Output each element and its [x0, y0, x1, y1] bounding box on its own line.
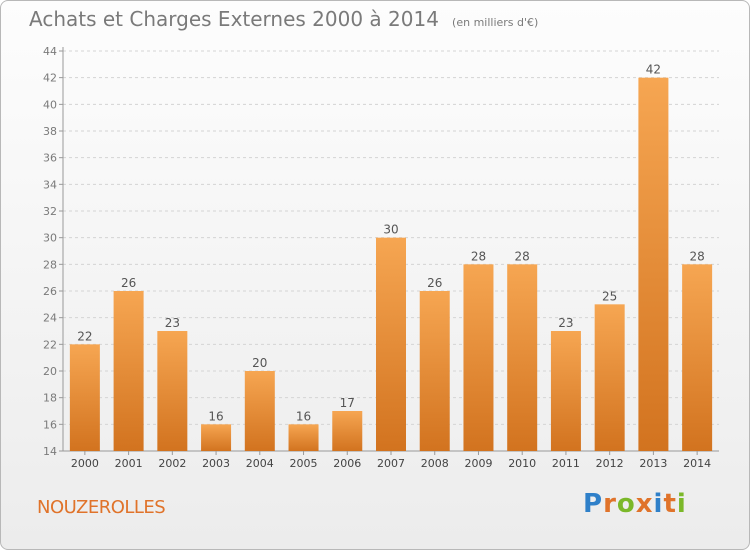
logo-letter: i [676, 489, 687, 519]
x-tick-label: 2011 [552, 457, 580, 470]
data-label: 23 [558, 316, 573, 330]
bar [157, 331, 188, 451]
logo-letter: r [603, 489, 617, 519]
data-label: 23 [165, 316, 180, 330]
y-tick-label: 44 [43, 45, 57, 58]
y-tick-label: 24 [43, 312, 57, 325]
data-label: 16 [296, 409, 311, 423]
x-tick-label: 2004 [246, 457, 274, 470]
logo-letter: i [653, 489, 664, 519]
chart-subtitle: (en milliers d'€) [452, 16, 539, 29]
x-tick-label: 2003 [202, 457, 230, 470]
proxiti-logo[interactable]: Proxiti [583, 489, 687, 519]
x-tick-label: 2002 [158, 457, 186, 470]
x-tick-label: 2006 [333, 457, 361, 470]
data-label: 42 [646, 63, 661, 77]
y-tick-label: 36 [43, 152, 57, 165]
data-label: 25 [602, 289, 617, 303]
x-tick-label: 2001 [115, 457, 143, 470]
data-label: 22 [77, 329, 92, 343]
data-label: 16 [208, 409, 223, 423]
x-tick-label: 2014 [683, 457, 711, 470]
y-tick-label: 34 [43, 178, 57, 191]
data-label: 28 [471, 249, 486, 263]
y-tick-label: 20 [43, 365, 57, 378]
bars: 22 26 23 16 20 16 17 30 26 28 28 23 25 42 28 [69, 63, 713, 452]
x-tick-label: 2012 [596, 457, 624, 470]
y-tick-label: 16 [43, 418, 57, 431]
y-tick-label: 22 [43, 338, 57, 351]
data-label: 28 [515, 249, 530, 263]
bar [332, 411, 363, 451]
y-tick-label: 26 [43, 285, 57, 298]
logo-letter: x [635, 489, 654, 519]
x-tick-label: 2007 [377, 457, 405, 470]
y-tick-label: 14 [43, 445, 57, 458]
logo-letter: P [583, 489, 604, 519]
bar [201, 424, 232, 451]
bar [638, 77, 669, 452]
bar [113, 291, 144, 451]
x-tick-label: 2008 [421, 457, 449, 470]
bar [594, 304, 625, 451]
data-label: 30 [383, 223, 398, 237]
data-label: 28 [689, 249, 704, 263]
bar [69, 344, 100, 451]
bar [507, 264, 538, 451]
bar [463, 264, 494, 451]
bar [419, 291, 450, 451]
y-tick-label: 42 [43, 72, 57, 85]
bar-chart: 14 16 18 20 22 24 26 28 30 32 34 36 38 40 42 44 2000 2001… [43, 45, 719, 470]
data-label: 17 [340, 396, 355, 410]
x-tick-label: 2013 [639, 457, 667, 470]
y-tick-label: 18 [43, 392, 57, 405]
y-tick-label: 38 [43, 125, 57, 138]
bar [288, 424, 319, 451]
y-tick-label: 28 [43, 258, 57, 271]
x-tick-label: 2000 [71, 457, 99, 470]
x-tick-label: 2005 [290, 457, 318, 470]
bar [550, 331, 581, 451]
commune-name: NOUZEROLLES [37, 497, 166, 518]
logo-letter: t [663, 489, 677, 519]
bar [244, 371, 275, 451]
data-label: 26 [427, 276, 442, 290]
y-tick-label: 40 [43, 98, 57, 111]
logo-letter: o [616, 489, 636, 519]
y-tick-label: 32 [43, 205, 57, 218]
bar [376, 237, 406, 451]
chart-title-block: Achats et Charges Externes 2000 à 2014 (… [29, 7, 538, 31]
x-tick-label: 2010 [508, 457, 536, 470]
bar [682, 264, 713, 451]
y-tick-label: 30 [43, 232, 57, 245]
x-tick-label: 2009 [464, 457, 492, 470]
data-label: 26 [121, 276, 136, 290]
data-label: 20 [252, 356, 267, 370]
chart-title: Achats et Charges Externes 2000 à 2014 [29, 7, 439, 31]
